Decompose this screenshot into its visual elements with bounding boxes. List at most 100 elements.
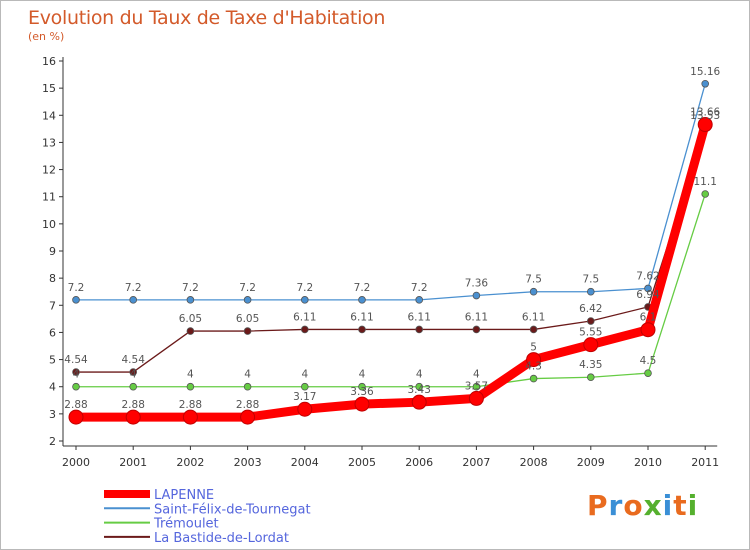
- data-label: 6.42: [579, 303, 602, 315]
- data-label: 6.11: [350, 311, 373, 323]
- logo-letter: i: [687, 489, 699, 522]
- data-label: 4: [416, 369, 423, 381]
- data-point: [243, 382, 252, 391]
- data-label: 7.36: [465, 278, 489, 290]
- data-point: [586, 287, 595, 296]
- data-label: 15.16: [690, 66, 720, 78]
- data-point: [72, 382, 80, 391]
- y-tick-label: 3: [49, 408, 56, 421]
- data-label: 4.54: [64, 354, 88, 366]
- data-point: [468, 390, 484, 406]
- data-label: 4: [473, 369, 480, 381]
- x-tick-label: 2001: [119, 456, 147, 469]
- y-tick-label: 7: [49, 299, 56, 312]
- x-tick-label: 2008: [520, 456, 548, 469]
- x-tick-label: 2003: [234, 456, 262, 469]
- data-label: 6.05: [236, 313, 259, 325]
- logo-letter: o: [623, 489, 644, 522]
- data-label: 6.11: [465, 311, 488, 323]
- data-point: [415, 382, 424, 391]
- data-label: 13.66: [690, 107, 720, 119]
- legend-label-0: LAPENNE: [154, 488, 214, 503]
- data-point: [243, 296, 252, 304]
- logo-letter: i: [662, 489, 674, 522]
- data-point: [586, 373, 595, 382]
- data-point: [529, 287, 538, 296]
- data-point: [240, 409, 256, 425]
- data-point: [586, 317, 595, 325]
- data-point: [300, 382, 309, 391]
- series-line-0: [71, 120, 710, 422]
- data-point: [529, 325, 538, 334]
- chart-title: Evolution du Taux de Taxe d'Habitation: [28, 7, 386, 29]
- data-label: 3.57: [465, 380, 488, 392]
- data-point: [526, 352, 542, 368]
- x-tick-label: 2011: [691, 456, 719, 469]
- data-label: 6.11: [522, 311, 545, 323]
- data-point: [300, 325, 309, 334]
- data-point: [644, 369, 652, 377]
- data-label: 13.53: [690, 110, 720, 122]
- data-label: 7.5: [525, 274, 542, 286]
- y-tick-label: 14: [42, 109, 56, 122]
- y-tick-label: 10: [42, 218, 56, 231]
- data-point: [472, 291, 481, 300]
- x-tick-label: 2007: [462, 456, 490, 469]
- legend-label-2: Trémoulet: [153, 517, 219, 532]
- data-label: 7.5: [582, 274, 599, 286]
- data-point: [358, 325, 366, 334]
- data-point: [354, 396, 370, 412]
- data-label: 4: [301, 369, 308, 381]
- data-label: 7.62: [636, 270, 659, 282]
- data-point: [529, 374, 538, 383]
- data-point: [182, 409, 198, 425]
- x-tick-label: 2005: [348, 456, 376, 469]
- data-label: 7.2: [296, 282, 313, 294]
- data-point: [415, 296, 424, 304]
- proxiti-logo: Proxiti: [587, 489, 698, 522]
- series-line-1: [75, 83, 706, 301]
- x-tick-label: 2002: [176, 456, 204, 469]
- x-tick-label: 2004: [291, 456, 319, 469]
- y-tick-label: 5: [49, 354, 56, 367]
- data-point: [640, 322, 656, 338]
- data-point: [243, 327, 252, 335]
- y-tick-label: 11: [42, 191, 56, 204]
- data-label: 4.35: [579, 359, 602, 371]
- data-label: 7.2: [125, 282, 142, 294]
- logo-letter: r: [608, 489, 624, 522]
- data-label: 5.55: [579, 327, 602, 339]
- legend-label-1: Saint-Félix-de-Tournegat: [154, 502, 311, 517]
- x-tick-label: 2006: [405, 456, 433, 469]
- data-label: 3.36: [350, 386, 374, 398]
- legend-label-3: La Bastide-de-Lordat: [154, 531, 289, 546]
- data-label: 6.94: [636, 289, 660, 301]
- logo-letter: x: [643, 489, 663, 522]
- data-point: [644, 284, 652, 293]
- data-label: 3.43: [408, 384, 431, 396]
- logo-letter: P: [587, 489, 609, 522]
- data-label: 11.1: [694, 176, 717, 188]
- data-label: 2.88: [179, 399, 202, 411]
- y-tick-label: 16: [42, 55, 56, 68]
- y-tick-label: 15: [42, 82, 56, 95]
- data-point: [68, 409, 84, 425]
- data-label: 5: [530, 342, 537, 354]
- data-label: 7.2: [68, 282, 85, 294]
- data-point: [701, 190, 709, 198]
- data-point: [129, 382, 138, 391]
- data-point: [697, 117, 713, 133]
- data-label: 2.88: [64, 399, 87, 411]
- data-label: 4: [73, 369, 80, 381]
- data-label: 2.88: [236, 399, 259, 411]
- data-label: 4.3: [525, 361, 542, 373]
- data-label: 4: [359, 369, 366, 381]
- data-point: [72, 368, 80, 376]
- data-point: [358, 296, 366, 304]
- data-label: 7.2: [239, 282, 256, 294]
- x-tick-label: 2010: [634, 456, 662, 469]
- data-point: [701, 80, 709, 88]
- y-tick-label: 6: [49, 326, 56, 339]
- x-tick-label: 2000: [62, 456, 90, 469]
